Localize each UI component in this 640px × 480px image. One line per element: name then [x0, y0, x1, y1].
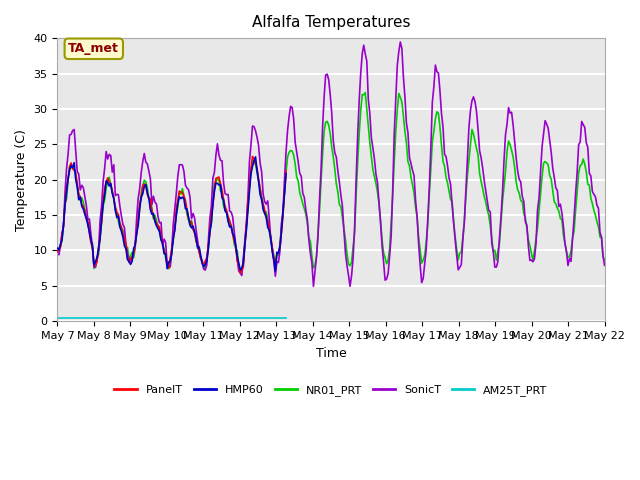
- Title: Alfalfa Temperatures: Alfalfa Temperatures: [252, 15, 410, 30]
- Legend: PanelT, HMP60, NR01_PRT, SonicT, AM25T_PRT: PanelT, HMP60, NR01_PRT, SonicT, AM25T_P…: [110, 381, 552, 401]
- X-axis label: Time: Time: [316, 347, 346, 360]
- Y-axis label: Temperature (C): Temperature (C): [15, 129, 28, 230]
- Text: TA_met: TA_met: [68, 42, 119, 55]
